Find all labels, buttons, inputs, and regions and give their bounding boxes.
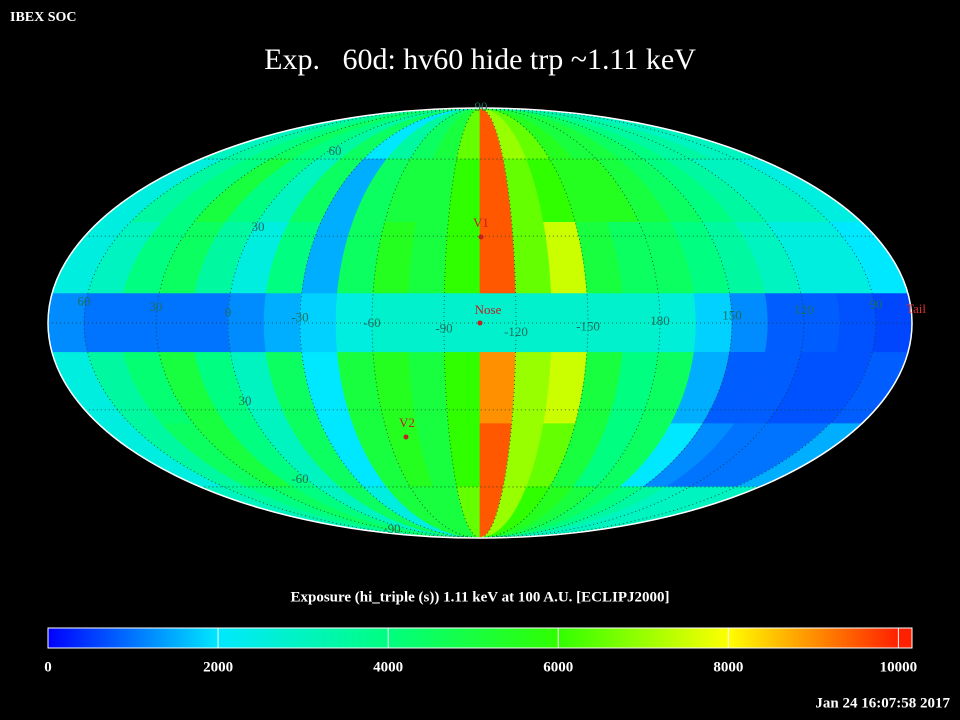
colorbar-tick-label: 2000 bbox=[203, 659, 233, 675]
colorbar-tick-label: 8000 bbox=[713, 659, 743, 675]
longitude-label: 30 bbox=[150, 299, 163, 314]
marker-label: V2 bbox=[399, 415, 415, 430]
marker-dot bbox=[478, 234, 484, 240]
meridian bbox=[479, 107, 733, 539]
map-outline bbox=[47, 107, 913, 539]
longitude-label: 0 bbox=[225, 304, 232, 319]
header-label: IBEX SOC bbox=[10, 10, 77, 25]
marker-label: V1 bbox=[473, 215, 489, 230]
latitude-label: 30 bbox=[239, 393, 252, 408]
exposure-cell bbox=[479, 352, 517, 425]
marker-dot bbox=[403, 434, 409, 440]
latitude-label: -60 bbox=[291, 471, 308, 486]
colorbar-tick-label: 0 bbox=[44, 659, 52, 675]
latitude-label: -90 bbox=[383, 521, 400, 536]
longitude-label: 180 bbox=[650, 313, 670, 328]
longitude-label: -30 bbox=[291, 310, 308, 325]
latitude-label: 60 bbox=[329, 143, 342, 158]
latitude-label: 30 bbox=[252, 219, 265, 234]
timestamp: Jan 24 16:07:58 2017 bbox=[815, 695, 950, 711]
exposure-cell bbox=[443, 222, 481, 294]
longitude-label: 120 bbox=[794, 302, 814, 317]
latitude-label: 90 bbox=[475, 99, 488, 114]
longitude-label: 60 bbox=[78, 293, 91, 308]
colorbar-tick-label: 4000 bbox=[373, 659, 403, 675]
colorbar-tick-label: 6000 bbox=[543, 659, 573, 675]
longitude-label: -60 bbox=[363, 315, 380, 330]
marker-label: Tail bbox=[906, 301, 926, 316]
exposure-cell bbox=[408, 352, 449, 425]
longitude-label: -150 bbox=[576, 318, 600, 333]
colorbar-label: Exposure (hi_triple (s)) 1.11 keV at 100… bbox=[290, 589, 669, 605]
map-labels: 60 30 0 -30 -60 -90 -120 -150 180 150 120 90 90 60 30 3… bbox=[78, 99, 927, 536]
marker-dot bbox=[477, 320, 483, 326]
longitude-label: -90 bbox=[435, 321, 452, 336]
colorbar-tick-label: 10000 bbox=[880, 659, 918, 675]
longitude-label: -120 bbox=[504, 324, 528, 339]
longitude-label: 90 bbox=[870, 296, 883, 311]
exposure-cell bbox=[479, 222, 517, 294]
exposure-cell bbox=[443, 352, 481, 425]
longitude-label: 150 bbox=[722, 307, 742, 322]
exposure-cell bbox=[408, 222, 449, 294]
title: Exp. 60d: hv60 hide trp ~1.11 keV bbox=[264, 43, 696, 76]
colorbar: 0 2000 4000 6000 8000 10000 bbox=[44, 627, 918, 675]
colorbar-fill bbox=[47, 627, 913, 649]
marker-label: Nose bbox=[475, 302, 502, 317]
map-cells bbox=[47, 107, 913, 539]
